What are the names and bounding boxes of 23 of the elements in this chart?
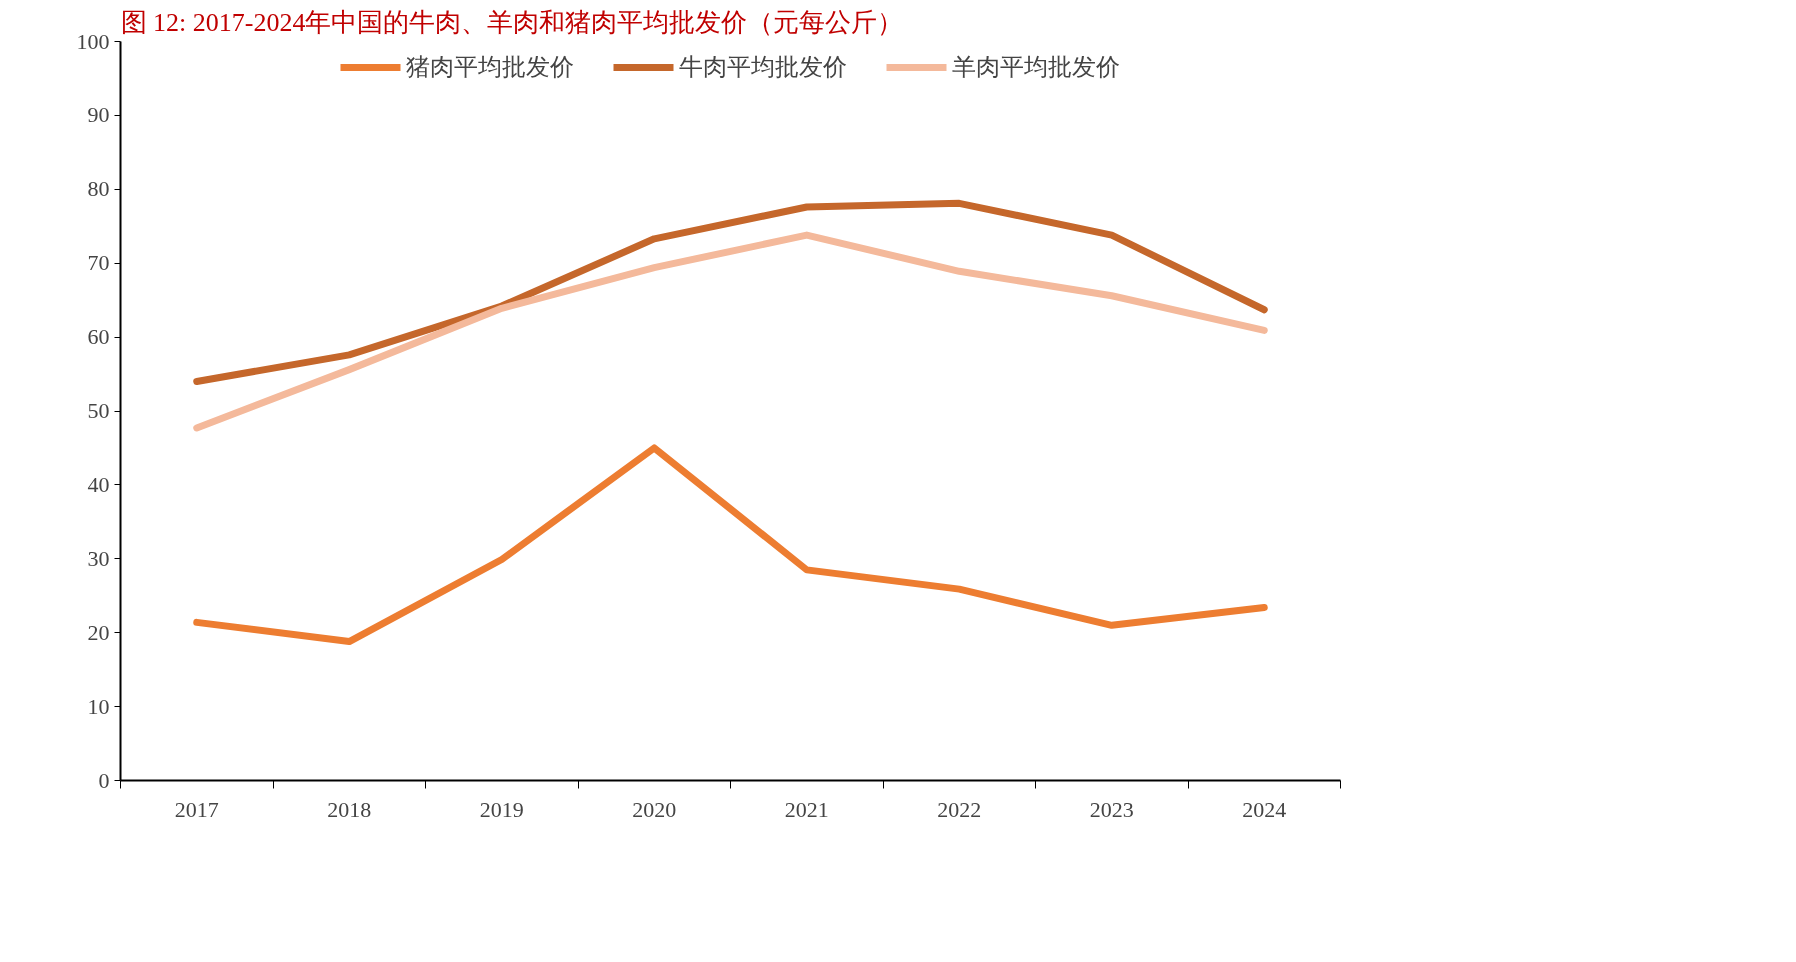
- x-tick-label: 2023: [1089, 796, 1134, 822]
- y-tick-label: 40: [87, 471, 110, 497]
- x-tick-label: 2022: [937, 796, 982, 822]
- legend-label: 牛肉平均批发价: [678, 53, 847, 82]
- x-tick-label: 2024: [1242, 796, 1287, 822]
- x-tick-label: 2019: [479, 796, 524, 822]
- y-tick-label: 10: [87, 693, 110, 719]
- y-tick-label: 100: [76, 28, 110, 54]
- y-tick-label: 50: [87, 398, 110, 423]
- y-tick-label: 90: [87, 102, 110, 128]
- chart-title: 图 12: 2017-2024年中国的牛肉、羊肉和猪肉平均批发价（元每公斤）: [120, 7, 904, 37]
- x-tick-label: 2017: [174, 796, 219, 822]
- legend-label: 猪肉平均批发价: [405, 53, 574, 82]
- y-tick-label: 20: [87, 619, 110, 645]
- y-tick-label: 80: [87, 176, 110, 202]
- x-tick-label: 2021: [784, 796, 829, 822]
- legend-label: 羊肉平均批发价: [951, 53, 1120, 82]
- y-tick-label: 0: [98, 767, 110, 793]
- x-tick-label: 2018: [327, 796, 372, 822]
- x-tick-label: 2020: [632, 796, 677, 822]
- y-tick-label: 30: [87, 545, 110, 571]
- y-tick-label: 70: [87, 250, 110, 276]
- y-tick-label: 60: [87, 324, 110, 350]
